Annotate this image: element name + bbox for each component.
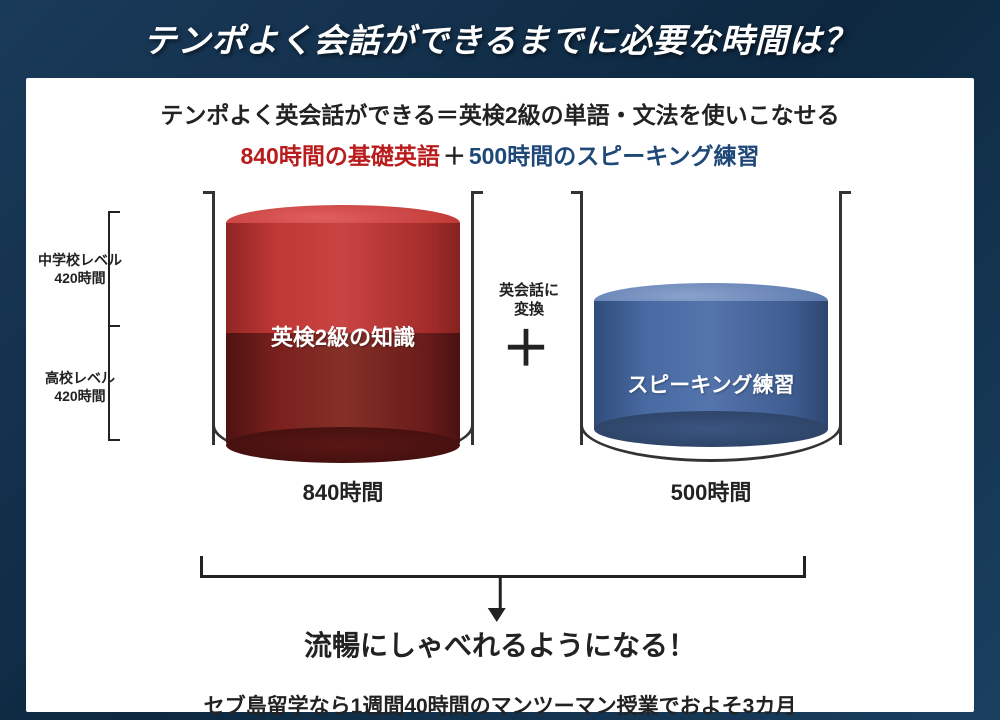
cylinder-red-label: 英検2級の知識 <box>226 320 460 352</box>
formula-plus: ＋ <box>443 143 466 169</box>
formula-blue: 500時間のスピーキング練習 <box>469 143 760 169</box>
hours-red: 840時間 <box>212 475 474 507</box>
cylinder-red: 英検2級の知識 <box>226 205 460 445</box>
cylinder-blue-label: スピーキング練習 <box>594 369 828 399</box>
subtitle: テンポよく英会話ができる＝英検2級の単語・文法を使いこなせる <box>50 98 950 133</box>
diagram: 中学校レベル 420時間 高校レベル 420時間 英検2級の知識 英会話に 変換… <box>50 183 950 523</box>
cylinder-blue: スピーキング練習 <box>594 283 828 445</box>
hours-blue: 500時間 <box>580 475 842 507</box>
side-label-high: 高校レベル 420時間 <box>26 369 134 405</box>
result-text: 流暢にしゃべれるようになる！ <box>26 624 974 664</box>
side-label-middle: 中学校レベル 420時間 <box>26 251 134 287</box>
content-panel: テンポよく英会話ができる＝英検2級の単語・文法を使いこなせる 840時間の基礎英… <box>26 78 974 712</box>
formula-red: 840時間の基礎英語 <box>240 143 439 169</box>
footer-text: セブ島留学なら1週間40時間のマンツーマン授業でおよそ3カ月 <box>26 690 974 720</box>
plus-icon: ＋ <box>502 309 550 379</box>
arrow-down-icon <box>495 578 506 622</box>
bracket-mid-tick <box>108 325 120 328</box>
page-title: テンポよく会話ができるまでに必要な時間は？ <box>0 14 1000 62</box>
formula: 840時間の基礎英語＋500時間のスピーキング練習 <box>50 137 950 171</box>
combine-bracket <box>200 556 806 578</box>
